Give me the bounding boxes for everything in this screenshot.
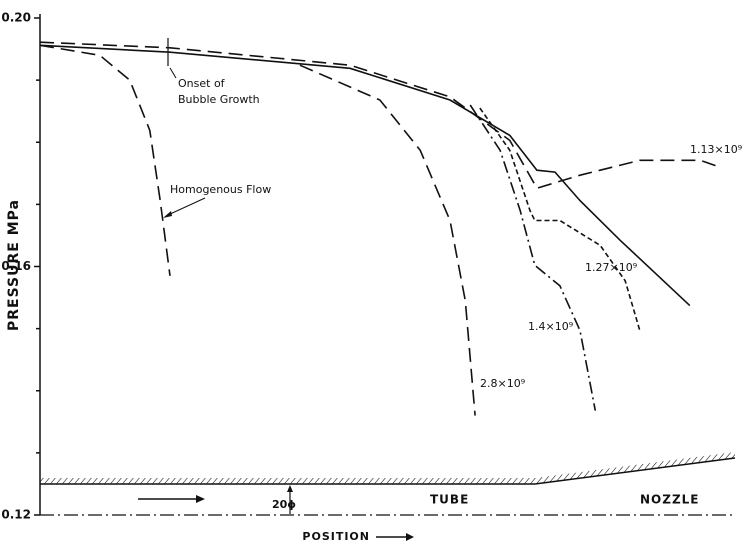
onset-pointer [169,67,177,79]
homogenous-pointer-head [163,211,172,218]
y-tick-label: 0.12 [1,508,31,522]
diameter-arrow-head [287,485,293,492]
curve [39,41,720,190]
annotation: TUBE [430,493,469,507]
tube-wall-hatch [40,478,535,484]
nozzle-wall-hatch [535,452,735,484]
y-tick-label: 0.16 [1,259,31,273]
curve [479,107,641,331]
curve-label: 1.4×10⁹ [528,320,573,333]
y-axis-label: PRESSURE MPa [6,199,22,331]
annotation: NOZZLE [640,493,700,507]
annotation: Homogenous Flow [170,183,271,196]
curve [299,64,476,416]
nozzle-wall [534,457,736,485]
homogenous-pointer [167,197,206,216]
curve [39,44,691,307]
annotation: Onset of [178,77,226,90]
annotation: Bubble Growth [178,93,260,106]
curve-label: 1.13×10⁹ [690,143,742,156]
curve [469,104,597,411]
y-tick-label: 0.20 [1,11,31,25]
curve-label: 1.27×10⁹ [585,261,637,274]
annotation: 20ϕ [272,498,296,511]
curve-label: 2.8×10⁹ [480,377,525,390]
x-arrow-head [406,533,414,541]
x-axis-label: POSITION [302,530,370,543]
flow-arrow-head [196,495,205,503]
curve [39,44,171,276]
